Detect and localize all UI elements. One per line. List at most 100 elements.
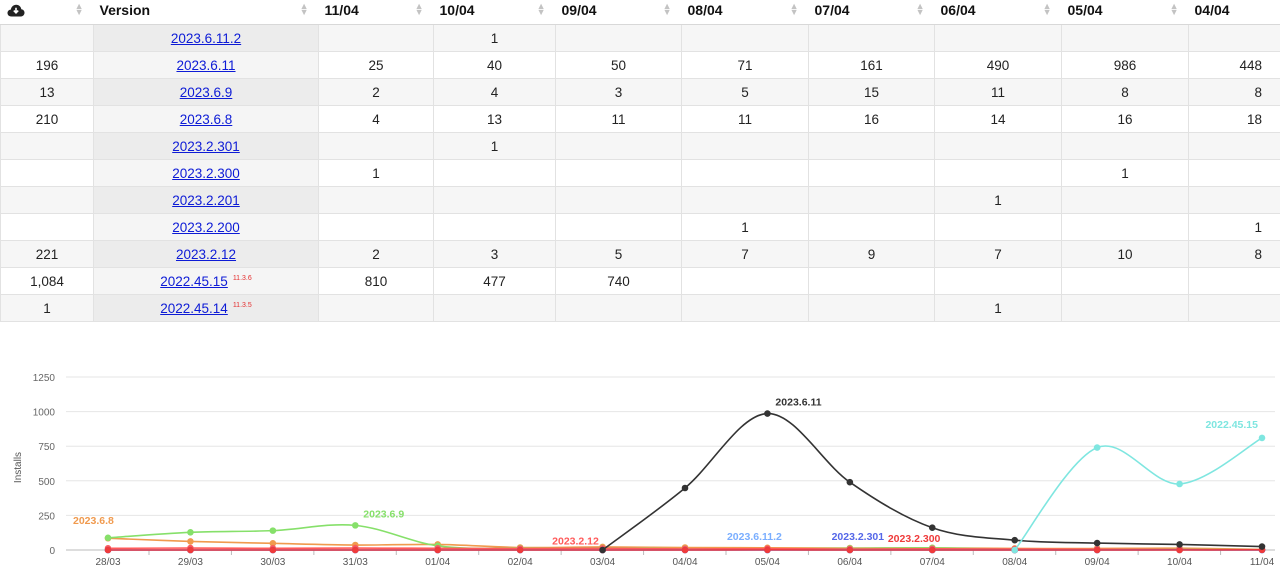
daily-installs-cell: 2 <box>318 240 434 268</box>
daily-installs-cell: 1 <box>318 159 434 187</box>
version-link[interactable]: 2022.45.15 <box>160 273 228 289</box>
data-point[interactable] <box>1176 546 1183 554</box>
sort-icon[interactable]: ▲ ▼ <box>1169 1 1179 17</box>
data-point[interactable] <box>764 546 771 554</box>
version-link[interactable]: 2023.2.200 <box>172 219 240 235</box>
x-tick-label: 02/04 <box>508 557 533 568</box>
data-point[interactable] <box>599 546 606 554</box>
column-header-date[interactable]: 04/04 <box>1188 0 1280 25</box>
data-point[interactable] <box>187 538 194 545</box>
data-point[interactable] <box>351 546 359 554</box>
data-point[interactable] <box>1093 546 1101 554</box>
daily-installs-cell: 13 <box>433 105 556 133</box>
table-header-row: ▲ ▼ Version ▲ ▼ 11/04 ▲ ▼ 10/04 ▲ ▼ 09/04 ▲ ▼ 08/04 ▲ ▼ 0… <box>0 0 1280 25</box>
daily-installs-cell <box>555 159 682 187</box>
table-row: 2023.2.301 1 <box>0 132 1280 160</box>
daily-installs-cell <box>681 294 809 322</box>
data-point[interactable] <box>269 540 277 547</box>
data-point[interactable] <box>434 546 442 554</box>
data-point[interactable] <box>1093 539 1101 547</box>
data-point[interactable] <box>928 524 936 532</box>
total-installs-cell <box>0 159 94 187</box>
column-header-date[interactable]: 05/04 ▲ ▼ <box>1061 0 1189 25</box>
data-point[interactable] <box>764 410 771 417</box>
sort-icon[interactable]: ▲ ▼ <box>74 1 84 17</box>
total-installs-cell: 1,084 <box>0 267 94 295</box>
data-point[interactable] <box>187 528 194 536</box>
version-link[interactable]: 2023.2.12 <box>175 246 237 262</box>
version-link[interactable]: 2023.2.201 <box>172 192 240 208</box>
data-point[interactable] <box>681 484 689 492</box>
daily-installs-cell <box>808 213 935 241</box>
sort-icon[interactable]: ▲ ▼ <box>1042 1 1052 17</box>
data-point[interactable] <box>1258 543 1266 550</box>
data-point[interactable] <box>846 478 854 486</box>
data-point[interactable] <box>516 546 524 554</box>
daily-installs-cell: 15 <box>808 78 935 106</box>
daily-installs-cell <box>555 294 682 322</box>
version-link[interactable]: 2022.45.14 <box>160 300 228 316</box>
daily-installs-cell <box>681 267 809 295</box>
total-installs-cell <box>0 24 94 52</box>
version-link[interactable]: 2023.6.9 <box>179 84 233 100</box>
x-tick-label: 06/04 <box>837 557 862 568</box>
data-point[interactable] <box>846 546 854 554</box>
sort-icon[interactable]: ▲ ▼ <box>536 1 546 17</box>
column-header-date[interactable]: 10/04 ▲ ▼ <box>433 0 556 25</box>
sort-icon[interactable]: ▲ ▼ <box>414 1 424 17</box>
x-tick-label: 28/03 <box>95 557 120 568</box>
data-point[interactable] <box>1011 536 1019 544</box>
daily-installs-cell: 810 <box>318 267 434 295</box>
data-point[interactable] <box>351 522 359 529</box>
sort-icon[interactable]: ▲ ▼ <box>789 1 799 17</box>
data-point[interactable] <box>269 546 277 554</box>
daily-installs-cell <box>1061 294 1189 322</box>
data-point[interactable] <box>104 534 112 542</box>
daily-installs-cell: 1 <box>433 132 556 160</box>
series-label: 2023.6.8 <box>73 515 114 527</box>
version-link[interactable]: 2023.6.11 <box>176 57 236 73</box>
column-header-date[interactable]: 07/04 ▲ ▼ <box>808 0 935 25</box>
version-cell: 2023.6.11.2 <box>93 24 319 52</box>
series-2022-45-15: 2022.45.15 <box>1011 419 1266 554</box>
daily-installs-cell <box>433 213 556 241</box>
data-point[interactable] <box>104 546 112 554</box>
data-point[interactable] <box>1011 546 1019 554</box>
data-point[interactable] <box>1176 541 1183 548</box>
sort-icon[interactable]: ▲ ▼ <box>662 1 672 17</box>
column-header-date[interactable]: 11/04 ▲ ▼ <box>318 0 434 25</box>
series-label: 2023.2.12 <box>552 536 599 548</box>
daily-installs-cell <box>808 186 935 214</box>
daily-installs-cell <box>934 267 1062 295</box>
data-point[interactable] <box>1093 444 1101 451</box>
column-header-date[interactable]: 09/04 ▲ ▼ <box>555 0 682 25</box>
daily-installs-cell: 5 <box>555 240 682 268</box>
column-header-version[interactable]: Version ▲ ▼ <box>93 0 319 25</box>
column-header-label: 04/04 <box>1194 1 1230 18</box>
data-point[interactable] <box>1258 434 1266 442</box>
version-link[interactable]: 2023.2.300 <box>172 165 240 181</box>
daily-installs-cell <box>1188 24 1280 52</box>
column-header-date[interactable]: 08/04 ▲ ▼ <box>681 0 809 25</box>
version-link[interactable]: 2023.6.8 <box>179 111 233 127</box>
data-point[interactable] <box>928 546 936 554</box>
daily-installs-cell: 1 <box>681 213 809 241</box>
sort-icon[interactable]: ▲ ▼ <box>299 1 309 17</box>
daily-installs-cell: 8 <box>1188 78 1280 106</box>
daily-installs-cell: 11 <box>555 105 682 133</box>
data-point[interactable] <box>681 546 689 554</box>
version-link[interactable]: 2023.6.11.2 <box>170 30 242 46</box>
daily-installs-cell: 161 <box>808 51 935 79</box>
daily-installs-cell <box>1061 267 1189 295</box>
column-header-date[interactable]: 06/04 ▲ ▼ <box>934 0 1062 25</box>
version-link[interactable]: 2023.2.301 <box>172 138 240 154</box>
data-point[interactable] <box>187 546 194 554</box>
column-header-downloads[interactable]: ▲ ▼ <box>0 0 94 25</box>
daily-installs-cell <box>808 24 935 52</box>
daily-installs-cell: 1 <box>934 294 1062 322</box>
sort-icon[interactable]: ▲ ▼ <box>915 1 925 17</box>
daily-installs-cell: 986 <box>1061 51 1189 79</box>
data-point[interactable] <box>269 527 277 534</box>
data-point[interactable] <box>1176 480 1183 488</box>
daily-installs-cell <box>681 132 809 160</box>
